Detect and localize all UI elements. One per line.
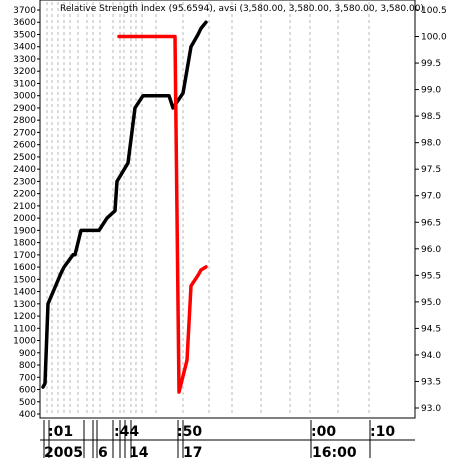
plot-area [39,0,416,419]
left-tick-label: 1700 [13,251,36,261]
right-tick-label: 100.5 [421,6,447,16]
date-label: 17 [183,445,202,461]
rsi-series-line [117,34,208,394]
left-tick-label: 2900 [13,104,36,114]
date-label: 16:00 [312,445,357,461]
left-tick-label: 2500 [13,153,36,163]
right-tick-label: 94.5 [421,324,441,334]
series-layer [41,20,208,394]
left-tick-label: 500 [19,398,36,408]
left-tick-label: 2300 [13,177,36,187]
left-tick-label: 2400 [13,165,36,175]
time-label: :00 [311,424,336,440]
grid-layer [46,2,370,416]
chart-title: Relative Strength Index (95.6594), avsi … [60,4,424,14]
left-tick-label: 3500 [13,30,36,40]
bottom-axis: :01 :44 :50 :00 :10 2005 6 14 17 16:00 [40,420,415,461]
price-series-line [41,20,208,389]
time-label: :10 [370,424,395,440]
date-label: 14 [129,445,149,461]
right-axis: 93.0 93.5 94.0 94.5 95.0 95.5 96.0 96.5 97.0 97.5… [415,6,447,414]
left-tick-label: 3400 [13,43,36,53]
left-tick-label: 600 [19,386,36,396]
left-tick-label: 3200 [13,67,36,77]
left-tick-label: 3300 [13,55,36,65]
right-tick-label: 96.5 [421,218,441,228]
left-tick-label: 1000 [13,337,36,347]
left-tick-label: 900 [19,349,36,359]
left-tick-label: 3100 [13,79,36,89]
left-tick-label: 2100 [13,202,36,212]
right-tick-label: 99.0 [421,86,441,96]
left-tick-label: 1300 [13,300,36,310]
left-tick-label: 1600 [13,263,36,273]
left-tick-label: 3700 [13,6,36,16]
left-tick-label: 1200 [13,312,36,322]
right-tick-label: 96.0 [421,245,441,255]
date-label: 6 [98,445,108,461]
right-tick-label: 98.5 [421,112,441,122]
right-tick-label: 99.5 [421,59,441,69]
left-tick-label: 1100 [13,324,36,334]
left-tick-label: 1900 [13,226,36,236]
left-axis: 400 500 600 700 800 900 1000 1100 1200 1300 1400 15… [13,6,40,420]
right-tick-label: 100.0 [421,33,447,43]
left-tick-label: 3000 [13,92,36,102]
right-tick-label: 97.5 [421,165,441,175]
left-tick-label: 2000 [13,214,36,224]
time-label: :44 [114,424,139,440]
right-tick-label: 98.0 [421,139,441,149]
left-tick-label: 700 [19,373,36,383]
left-tick-label: 1500 [13,275,36,285]
left-tick-label: 1400 [13,288,36,298]
left-tick-label: 800 [19,361,36,371]
right-tick-label: 97.0 [421,192,441,202]
right-tick-label: 93.5 [421,377,441,387]
right-tick-label: 95.5 [421,271,441,281]
left-tick-label: 400 [19,410,36,420]
left-tick-label: 2700 [13,128,36,138]
left-tick-label: 3600 [13,18,36,28]
right-tick-label: 95.0 [421,298,441,308]
left-tick-label: 1800 [13,239,36,249]
date-label: 2005 [44,445,83,461]
right-tick-label: 94.0 [421,351,441,361]
left-tick-label: 2800 [13,116,36,126]
time-label: :01 [48,424,73,440]
left-tick-label: 2200 [13,190,36,200]
left-tick-label: 2600 [13,141,36,151]
time-label: :50 [177,424,202,440]
right-tick-label: 93.0 [421,404,441,414]
